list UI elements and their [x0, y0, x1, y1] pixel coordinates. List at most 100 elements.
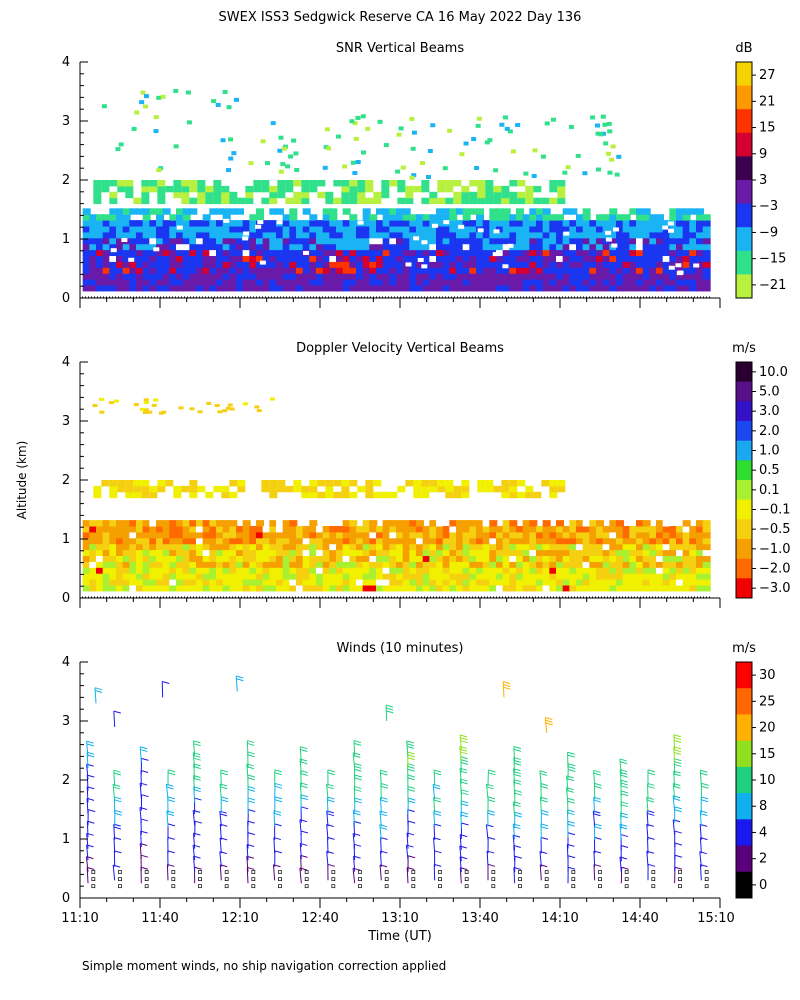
doppler-cell	[122, 543, 131, 551]
snr-cell	[662, 249, 671, 257]
colorbar-label: 0	[759, 878, 767, 893]
snr-cell	[682, 214, 691, 221]
barb-staff	[620, 812, 622, 829]
doppler-cell	[341, 491, 350, 499]
doppler-cell	[82, 555, 91, 562]
doppler-cell	[596, 526, 604, 533]
doppler-cell	[422, 579, 431, 586]
doppler-cell	[365, 491, 374, 499]
snr-cell	[329, 285, 338, 292]
snr-cell	[316, 220, 324, 227]
barb-staff	[219, 864, 222, 881]
doppler-cell	[542, 555, 551, 562]
wind-barb	[540, 823, 549, 840]
doppler-cell	[456, 579, 464, 586]
snr-cell	[222, 237, 231, 245]
doppler-cell	[276, 561, 284, 568]
snr-cell	[436, 231, 444, 239]
snr-cell	[549, 231, 558, 239]
doppler-cell	[662, 520, 671, 527]
snr-cell	[329, 261, 338, 268]
snr-cell	[602, 267, 611, 274]
snr-cell	[662, 285, 671, 292]
colorbar-units-snr: dB	[735, 41, 752, 56]
snr-cell	[442, 237, 451, 245]
snr-cell	[525, 191, 534, 199]
doppler-cell	[576, 531, 584, 539]
doppler-cell	[93, 485, 102, 493]
doppler-cell	[442, 573, 451, 580]
snr-cell	[437, 197, 446, 205]
wind-barb	[220, 769, 228, 786]
doppler-cell	[116, 526, 124, 533]
doppler-cell	[496, 555, 504, 562]
snr-cell	[453, 180, 462, 187]
snr-cell	[182, 267, 191, 274]
snr-cell	[429, 243, 438, 251]
snr-cell	[602, 279, 611, 286]
doppler-cell	[301, 491, 310, 499]
snr-cell	[496, 214, 504, 221]
doppler-cell	[356, 579, 364, 586]
barb-feather	[220, 796, 229, 800]
doppler-cell	[136, 531, 144, 539]
snr-cell	[596, 261, 604, 268]
snr-cell	[389, 243, 398, 251]
calm-marker	[304, 870, 309, 874]
snr-cell	[309, 185, 318, 193]
snr-cell	[656, 261, 664, 268]
snr-cell	[349, 255, 358, 262]
snr-cell	[205, 191, 214, 199]
barb-staff	[86, 844, 89, 861]
doppler-cell	[442, 567, 451, 574]
doppler-cell	[189, 561, 198, 568]
doppler-cell	[642, 537, 651, 545]
snr-cell	[429, 226, 438, 233]
barb-feather	[407, 763, 415, 767]
snr-cell	[149, 285, 158, 292]
barb-feather	[220, 772, 228, 776]
barb-staff	[219, 811, 222, 827]
snr-cell	[576, 279, 584, 286]
snr-cell	[409, 214, 418, 221]
snr-cell	[689, 273, 698, 280]
doppler-cell	[542, 579, 551, 586]
doppler-cell	[442, 537, 451, 545]
doppler-cell	[397, 485, 406, 493]
snr-cell	[278, 169, 284, 174]
doppler-cell	[542, 537, 551, 545]
barb-feather	[247, 820, 255, 824]
doppler-cell	[369, 549, 378, 557]
snr-cell	[242, 237, 251, 245]
snr-cell	[109, 255, 118, 262]
doppler-cell	[382, 526, 391, 533]
snr-cell	[589, 231, 598, 239]
snr-cell	[293, 197, 302, 205]
snr-cell	[302, 237, 311, 245]
panel-title-doppler: Doppler Velocity Vertical Beams	[296, 341, 504, 356]
snr-cell	[82, 279, 91, 286]
doppler-cell	[293, 480, 302, 487]
doppler-cell	[662, 537, 671, 545]
doppler-cell	[261, 480, 270, 487]
barb-feather	[594, 782, 602, 786]
doppler-cell	[269, 555, 278, 562]
snr-cell	[182, 261, 191, 268]
doppler-cell	[682, 573, 691, 580]
doppler-cell	[569, 561, 578, 568]
colorbar-swatch	[736, 662, 752, 689]
snr-cell	[169, 226, 178, 233]
barb-feather	[487, 863, 496, 867]
wind-barb	[161, 680, 170, 698]
doppler-cell	[662, 585, 671, 592]
doppler-cell	[496, 579, 504, 586]
snr-cell	[622, 243, 631, 251]
doppler-cell	[209, 543, 218, 551]
snr-cell	[576, 261, 584, 268]
doppler-cell	[289, 579, 298, 586]
barb-staff	[512, 801, 516, 818]
doppler-cell	[669, 543, 678, 551]
doppler-cell	[496, 567, 504, 574]
doppler-cell	[636, 531, 644, 539]
snr-cell	[189, 220, 198, 227]
